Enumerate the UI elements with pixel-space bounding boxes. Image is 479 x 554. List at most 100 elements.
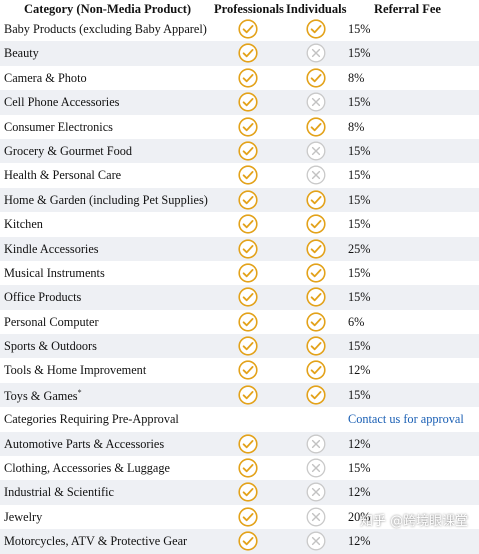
category-cell: Tools & Home Improvement — [4, 363, 146, 378]
check-circle-icon — [306, 19, 326, 39]
check-circle-icon — [238, 116, 258, 137]
table-row: Musical Instruments 15% — [0, 261, 479, 285]
category-label: Office Products — [4, 290, 82, 305]
x-circle-icon — [306, 531, 326, 551]
category-cell: Kindle Accessories — [4, 242, 99, 257]
category-label: Consumer Electronics — [4, 119, 113, 134]
check-circle-icon — [238, 238, 258, 259]
check-circle-icon — [238, 141, 258, 161]
check-circle-icon — [238, 165, 258, 185]
category-cell: Personal Computer — [4, 315, 99, 330]
check-circle-icon — [238, 287, 258, 307]
x-circle-icon — [306, 43, 326, 63]
check-circle-icon — [306, 116, 326, 137]
fee-cell: 15% — [348, 168, 371, 183]
x-circle-icon — [306, 141, 326, 161]
category-cell: Consumer Electronics — [4, 120, 113, 135]
table-row: Home & Garden (including Pet Supplies) 15… — [0, 187, 479, 213]
fee-cell: 15% — [348, 46, 371, 61]
contact-approval-link[interactable]: Contact us for approval — [348, 412, 464, 427]
category-cell: Kitchen — [4, 217, 43, 232]
check-circle-icon — [238, 385, 258, 405]
table-row: Cell Phone Accessories 15% — [0, 90, 479, 115]
check-circle-icon — [306, 312, 326, 332]
fee-cell: 15% — [348, 95, 371, 110]
footnote-marker: * — [77, 387, 82, 397]
x-circle-icon — [306, 507, 326, 527]
check-circle-icon — [238, 531, 258, 551]
category-cell: Sports & Outdoors — [4, 339, 97, 354]
check-circle-icon — [306, 68, 326, 88]
table-row: Automotive Parts & Accessories 12% — [0, 431, 479, 457]
category-label: Automotive Parts & Accessories — [4, 436, 165, 451]
table-row: Industrial & Scientific 12% — [0, 480, 479, 505]
table-row: Office Products 15% — [0, 285, 479, 310]
table-row: Grocery & Gourmet Food 15% — [0, 138, 479, 164]
check-circle-icon — [238, 360, 258, 381]
check-circle-icon — [306, 287, 326, 307]
header-individuals: Individuals — [286, 2, 347, 16]
check-circle-icon — [306, 360, 326, 381]
fee-cell: 15% — [348, 192, 371, 207]
table-row: Clothing, Accessories & Luggage 15% — [0, 456, 479, 480]
category-label: Toys & Games — [4, 388, 78, 403]
check-circle-icon — [238, 43, 258, 63]
table-row: Camera & Photo 8% — [0, 66, 479, 90]
category-label: Kitchen — [4, 217, 43, 232]
fee-cell: 12% — [348, 436, 371, 451]
x-circle-icon — [306, 92, 326, 112]
table-row: Kitchen 15% — [0, 212, 479, 236]
category-label: Kindle Accessories — [4, 241, 99, 256]
fee-cell: 15% — [348, 339, 371, 354]
fee-cell: 8% — [348, 70, 365, 85]
category-cell: Home & Garden (including Pet Supplies) — [4, 193, 208, 208]
category-cell: Camera & Photo — [4, 71, 87, 86]
header-category: Category (Non-Media Product) — [24, 2, 192, 16]
fee-table: Baby Products (excluding Baby Apparel) 15… — [0, 17, 479, 554]
category-label: Categories Requiring Pre-Approval — [4, 412, 179, 427]
category-label: Cell Phone Accessories — [4, 95, 120, 110]
x-circle-icon — [306, 434, 326, 454]
table-row: Kindle Accessories 25% — [0, 236, 479, 261]
category-label: Beauty — [4, 46, 39, 61]
table-row: Personal Computer 6% — [0, 310, 479, 334]
category-label: Jewelry — [4, 509, 43, 524]
table-row: Motorcycles, ATV & Protective Gear 12% — [0, 529, 479, 554]
fee-cell: 15% — [348, 217, 371, 232]
category-cell: Office Products — [4, 290, 81, 305]
check-circle-icon — [238, 263, 258, 283]
check-circle-icon — [238, 434, 258, 454]
check-circle-icon — [238, 336, 258, 356]
category-label: Personal Computer — [4, 314, 99, 329]
check-circle-icon — [306, 385, 326, 405]
category-cell: Industrial & Scientific — [4, 485, 114, 500]
check-circle-icon — [238, 214, 258, 234]
x-circle-icon — [306, 482, 326, 502]
category-cell: Grocery & Gourmet Food — [4, 144, 132, 159]
category-cell: Categories Requiring Pre-Approval — [4, 412, 179, 427]
check-circle-icon — [238, 458, 258, 478]
check-circle-icon — [306, 336, 326, 356]
check-circle-icon — [306, 238, 326, 259]
watermark: 知乎 @跨境眼课堂 — [360, 514, 469, 529]
check-circle-icon — [238, 312, 258, 332]
table-row: Health & Personal Care 15% — [0, 163, 479, 187]
check-circle-icon — [306, 190, 326, 210]
table-row: Consumer Electronics 8% — [0, 115, 479, 139]
category-cell: Beauty — [4, 46, 39, 61]
fee-cell: 25% — [348, 241, 371, 256]
check-circle-icon — [306, 214, 326, 234]
header-professionals: Professionals — [214, 2, 284, 16]
fee-cell: 15% — [348, 461, 371, 476]
table-header: Category (Non-Media Product) Professiona… — [0, 0, 479, 18]
category-cell: Toys & Games* — [4, 388, 82, 404]
header-referral-fee: Referral Fee — [374, 2, 441, 16]
category-cell: Musical Instruments — [4, 266, 105, 281]
check-circle-icon — [238, 507, 258, 527]
category-label: Sports & Outdoors — [4, 339, 97, 354]
table-row: Toys & Games* 15% — [0, 382, 479, 408]
check-circle-icon — [238, 19, 258, 39]
check-circle-icon — [306, 263, 326, 283]
table-row: Jewelry 20% — [0, 505, 479, 529]
fee-cell: 6% — [348, 314, 365, 329]
